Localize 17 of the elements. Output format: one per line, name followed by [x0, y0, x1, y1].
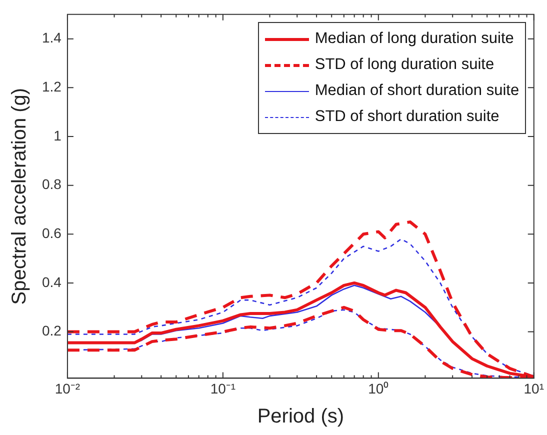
- x-tick-label: 10⁰: [368, 380, 389, 396]
- y-tick-label: 1.2: [42, 78, 62, 95]
- y-tick-label: 1.4: [42, 30, 62, 46]
- y-tick-label: 0.4: [42, 274, 62, 290]
- legend-label: Median of long duration suite: [314, 30, 514, 48]
- x-axis-title: Period (s): [257, 406, 344, 428]
- y-tick-label: 0.8: [42, 176, 62, 192]
- y-tick-label: 0.2: [42, 322, 62, 339]
- x-tick-label: 10⁻¹: [210, 380, 236, 396]
- legend-label: STD of short duration suite: [314, 108, 500, 126]
- x-tick-label: 10⁻²: [54, 380, 80, 396]
- legend-label: Median of short duration suite: [314, 82, 520, 100]
- y-tick-label: 1: [54, 127, 62, 144]
- x-tick-label: 10¹: [524, 380, 544, 396]
- y-tick-label: 0.6: [42, 225, 62, 242]
- y-axis-title: Spectral acceleration (g): [8, 88, 31, 305]
- legend-label: STD of long duration suite: [314, 56, 494, 74]
